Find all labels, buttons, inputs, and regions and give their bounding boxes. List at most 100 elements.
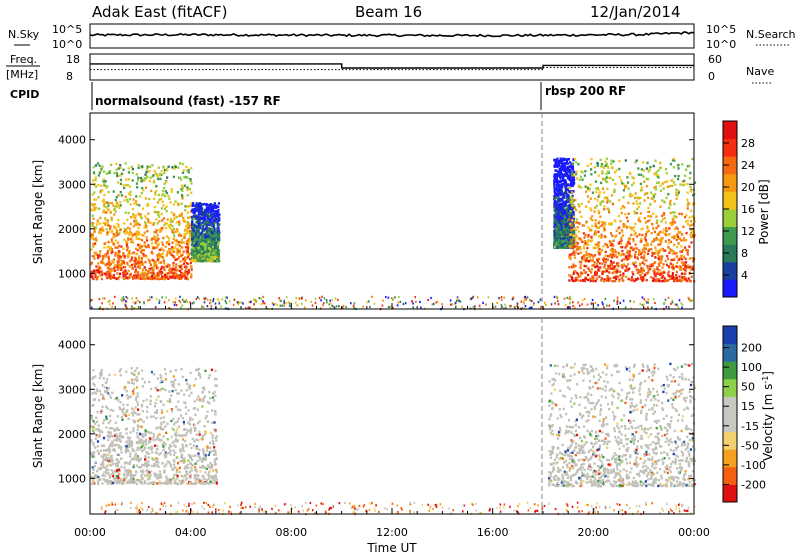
scatter-cell xyxy=(565,229,568,232)
scatter-cell xyxy=(556,219,559,223)
scatter-cell xyxy=(202,243,205,247)
scatter-cell xyxy=(620,264,623,267)
scatter-cell xyxy=(577,252,580,255)
scatter-cell xyxy=(599,215,602,218)
scatter-cell xyxy=(154,191,157,194)
scatter-cell xyxy=(596,186,599,190)
scatter-cell xyxy=(110,248,113,251)
scatter-cell xyxy=(177,256,181,259)
scatter-cell xyxy=(108,227,112,230)
scatter-cell xyxy=(557,183,560,187)
scatter-cell xyxy=(155,218,158,221)
scatter-cell xyxy=(106,266,109,269)
scatter-cell xyxy=(657,243,660,246)
scatter-cell xyxy=(107,190,110,194)
scatter-cell xyxy=(104,180,107,183)
scatter-cell xyxy=(117,223,120,227)
scatter-cell xyxy=(180,264,183,267)
scatter-cell xyxy=(688,279,691,282)
scatter-cell xyxy=(572,265,576,268)
scatter-cell xyxy=(593,261,596,264)
scatter-cell xyxy=(119,190,122,194)
freq-panel: Freq. [MHz] 18 8 Nave 60 0 xyxy=(6,53,774,84)
scatter-cell xyxy=(577,230,580,233)
scatter-cell xyxy=(560,246,563,249)
scatter-cell xyxy=(636,256,639,259)
scatter-cell xyxy=(169,267,172,270)
scatter-cell xyxy=(202,212,205,215)
scatter-cell xyxy=(133,259,136,263)
scatter-cell xyxy=(199,213,202,216)
scatter-cell xyxy=(678,275,681,278)
scatter-cell xyxy=(91,235,94,238)
scatter-cell xyxy=(675,188,678,191)
scatter-cell xyxy=(200,217,203,220)
scatter-cell xyxy=(611,249,614,252)
scatter-cell xyxy=(670,266,673,269)
scatter-cell xyxy=(660,257,663,261)
scatter-cell xyxy=(569,217,572,220)
scatter-cell xyxy=(189,223,192,227)
scatter-cell xyxy=(571,176,574,179)
scatter-cell xyxy=(107,204,110,207)
scatter-cell xyxy=(558,236,561,239)
scatter-cell xyxy=(158,248,161,252)
scatter-cell xyxy=(566,245,569,248)
scatter-cell xyxy=(633,212,637,215)
scatter-cell xyxy=(100,167,103,170)
scatter-cell xyxy=(155,229,158,232)
scatter-cell xyxy=(396,304,399,307)
scatter-cell xyxy=(649,215,653,218)
scatter-cell xyxy=(599,251,602,254)
scatter-cell xyxy=(161,252,164,255)
scatter-cell xyxy=(562,177,565,180)
scatter-cell xyxy=(689,228,692,231)
scatter-cell xyxy=(196,251,199,254)
scatter-cell xyxy=(189,261,192,265)
scatter-cell xyxy=(647,170,650,173)
scatter-cell xyxy=(153,235,156,238)
scatter-cell xyxy=(567,246,570,249)
scatter-cell xyxy=(138,266,141,270)
scatter-cell xyxy=(191,237,194,241)
scatter-cell xyxy=(102,228,105,232)
scatter-cell xyxy=(193,227,196,230)
scatter-cell xyxy=(260,303,263,306)
scatter-cell xyxy=(594,265,597,269)
scatter-cell xyxy=(143,226,146,229)
scatter-cell xyxy=(210,242,213,245)
scatter-cell xyxy=(183,271,186,275)
scatter-cell xyxy=(666,185,669,189)
scatter-cell xyxy=(142,234,145,237)
scatter-cell xyxy=(141,271,144,274)
scatter-cell xyxy=(160,212,163,216)
scatter-cell xyxy=(197,229,200,232)
scatter-cell xyxy=(114,239,117,242)
freq-unit-label: [MHz] xyxy=(6,68,38,81)
scatter-cell xyxy=(570,162,573,166)
scatter-cell xyxy=(658,251,661,254)
scatter-cell xyxy=(673,277,676,281)
scatter-cell xyxy=(671,219,675,222)
scatter-cell xyxy=(683,179,686,183)
scatter-cell xyxy=(197,208,201,211)
scatter-cell xyxy=(569,225,572,228)
scatter-cell xyxy=(663,217,666,220)
scatter-cell xyxy=(109,246,112,249)
scatter-cell xyxy=(570,184,573,188)
scatter-cell xyxy=(594,171,597,174)
scatter-cell xyxy=(554,216,557,219)
scatter-cell xyxy=(600,171,604,174)
scatter-cell xyxy=(563,174,566,177)
scatter-cell xyxy=(577,279,580,282)
scatter-cell xyxy=(636,268,639,271)
scatter-cell xyxy=(597,226,600,229)
scatter-cell xyxy=(561,197,564,200)
scatter-cell xyxy=(602,200,605,203)
scatter-cell xyxy=(571,210,574,213)
scatter-cell xyxy=(153,246,156,249)
scatter-cell xyxy=(620,259,623,262)
scatter-cell xyxy=(673,227,677,231)
scatter-cell xyxy=(607,264,610,268)
scatter-cell xyxy=(133,220,136,223)
